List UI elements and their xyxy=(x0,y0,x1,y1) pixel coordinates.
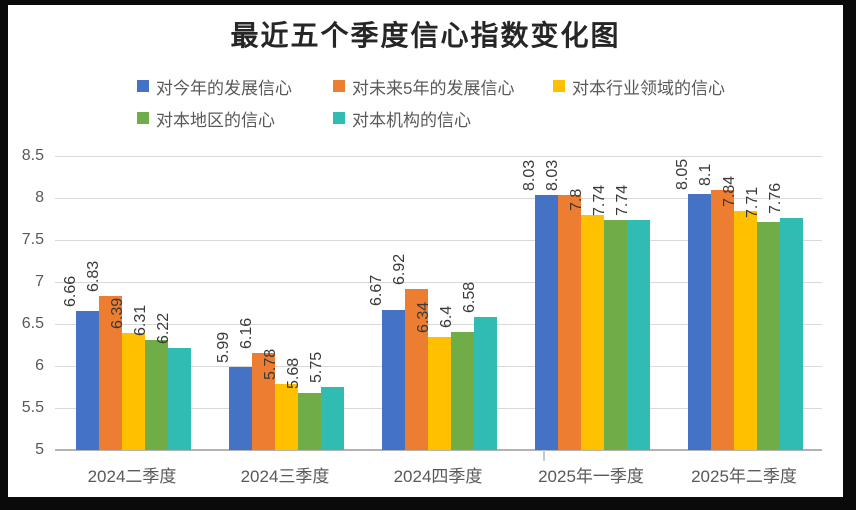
bar-data-label: 6.16 xyxy=(238,317,256,349)
bar-data-label: 5.68 xyxy=(284,357,302,389)
bar-对本机构的信心-2025年一季度 xyxy=(627,219,651,450)
bar-对本行业领域的信心-2025年一季度 xyxy=(580,214,605,450)
bar-data-label: 8.03 xyxy=(544,160,562,192)
bar-data-label: 8.1 xyxy=(697,163,715,186)
bar-data-label: 7.76 xyxy=(766,183,784,215)
gridline xyxy=(55,198,822,199)
bar-data-label: 7.71 xyxy=(743,187,761,219)
x-axis-category-label: 2025年二季度 xyxy=(691,467,797,486)
bar-data-label: 6.39 xyxy=(108,298,126,330)
legend-swatch-icon xyxy=(137,80,149,92)
bar-data-label: 7.74 xyxy=(613,184,631,216)
bar-对未来5年的发展信心-2025年二季度 xyxy=(710,189,734,450)
bar-对本机构的信心-2024二季度 xyxy=(168,347,192,450)
gridline xyxy=(55,324,822,325)
bar-对本行业领域的信心-2024二季度 xyxy=(121,333,146,450)
bar-data-label: 6.4 xyxy=(437,306,455,329)
legend-label: 对本机构的信心 xyxy=(352,110,471,130)
gridline xyxy=(55,156,822,157)
y-axis-tick-label: 6 xyxy=(35,357,44,374)
x-axis-category-label: 2024三季度 xyxy=(240,467,330,486)
legend-label: 对本地区的信心 xyxy=(156,110,275,130)
legend-swatch-icon xyxy=(137,112,149,124)
gridline xyxy=(55,240,822,241)
chart-title: 最近五个季度信心指数变化图 xyxy=(230,21,621,52)
legend-swatch-icon xyxy=(333,112,345,124)
bar-对今年的发展信心-2025年二季度 xyxy=(687,193,711,450)
bar-对本机构的信心-2024四季度 xyxy=(474,317,498,450)
legend-item: 对本机构的信心 xyxy=(333,107,553,130)
bar-data-label: 6.58 xyxy=(460,282,478,314)
bar-data-label: 6.31 xyxy=(131,304,149,336)
bar-对今年的发展信心-2025年一季度 xyxy=(534,195,558,450)
x-axis-category-label: 2024二季度 xyxy=(87,467,177,486)
bar-对本机构的信心-2025年二季度 xyxy=(780,218,804,450)
bar-对今年的发展信心-2024二季度 xyxy=(75,310,99,450)
x-axis-tick xyxy=(543,450,545,461)
y-axis-tick-label: 5.5 xyxy=(21,399,44,416)
bar-对本行业领域的信心-2024四季度 xyxy=(427,337,452,450)
bar-data-label: 6.92 xyxy=(391,253,409,285)
bar-data-label: 7.84 xyxy=(720,176,738,208)
y-axis-tick-label: 6.5 xyxy=(21,315,44,332)
bar-data-label: 6.66 xyxy=(62,275,80,307)
bar-对今年的发展信心-2024四季度 xyxy=(381,309,405,450)
legend-swatch-icon xyxy=(333,80,345,92)
bar-对本地区的信心-2024三季度 xyxy=(298,392,322,450)
bar-对本地区的信心-2025年一季度 xyxy=(604,219,628,450)
y-axis-tick-label: 7 xyxy=(35,273,44,290)
bar-对本行业领域的信心-2025年二季度 xyxy=(733,211,758,450)
gridline xyxy=(55,282,822,283)
bar-对未来5年的发展信心-2024四季度 xyxy=(404,288,428,450)
legend-label: 对本行业领域的信心 xyxy=(572,78,725,98)
bar-data-label: 7.8 xyxy=(567,188,585,211)
bar-对本行业领域的信心-2024三季度 xyxy=(274,384,299,450)
bar-对未来5年的发展信心-2024三季度 xyxy=(251,352,275,450)
legend-item: 对本地区的信心 xyxy=(137,107,333,130)
bar-对本机构的信心-2024三季度 xyxy=(321,387,345,450)
bar-data-label: 5.75 xyxy=(307,351,325,383)
bar-对本地区的信心-2025年二季度 xyxy=(757,222,781,450)
x-axis-category-label: 2025年一季度 xyxy=(538,467,644,486)
y-axis-tick-label: 5 xyxy=(35,441,44,458)
bar-data-label: 8.05 xyxy=(674,158,692,190)
bar-data-label: 6.67 xyxy=(368,274,386,306)
bar-对未来5年的发展信心-2025年一季度 xyxy=(557,195,581,450)
x-axis-category-label: 2024四季度 xyxy=(393,467,483,486)
bar-data-label: 7.74 xyxy=(590,184,608,216)
legend-label: 对未来5年的发展信心 xyxy=(352,78,515,98)
bar-对本地区的信心-2024二季度 xyxy=(145,339,169,450)
chart-legend: 对今年的发展信心 对未来5年的发展信心 对本行业领域的信心对本地区的信心 对本机构的信… xyxy=(137,75,725,130)
x-axis-line xyxy=(55,449,822,451)
y-axis-tick-label: 8 xyxy=(35,189,44,206)
legend-item: 对今年的发展信心 xyxy=(137,75,333,98)
bar-对未来5年的发展信心-2024二季度 xyxy=(98,296,122,450)
legend-item: 对本行业领域的信心 xyxy=(553,75,725,98)
bar-data-label: 8.03 xyxy=(521,160,539,192)
bar-data-label: 6.22 xyxy=(154,312,172,344)
bar-data-label: 6.83 xyxy=(85,261,103,293)
legend-item: 对未来5年的发展信心 xyxy=(333,75,553,98)
bar-data-label: 5.99 xyxy=(215,331,233,363)
chart-area: 最近五个季度信心指数变化图 对今年的发展信心 对未来5年的发展信心 对本行业领域的信… xyxy=(8,5,843,497)
bar-对今年的发展信心-2024三季度 xyxy=(228,366,252,450)
y-axis-tick-label: 7.5 xyxy=(21,231,44,248)
legend-label: 对今年的发展信心 xyxy=(156,78,292,98)
y-axis-tick-label: 8.5 xyxy=(21,147,44,164)
bar-data-label: 5.78 xyxy=(261,349,279,381)
legend-swatch-icon xyxy=(553,80,565,92)
bar-对本地区的信心-2024四季度 xyxy=(451,332,475,450)
bar-data-label: 6.34 xyxy=(414,302,432,334)
